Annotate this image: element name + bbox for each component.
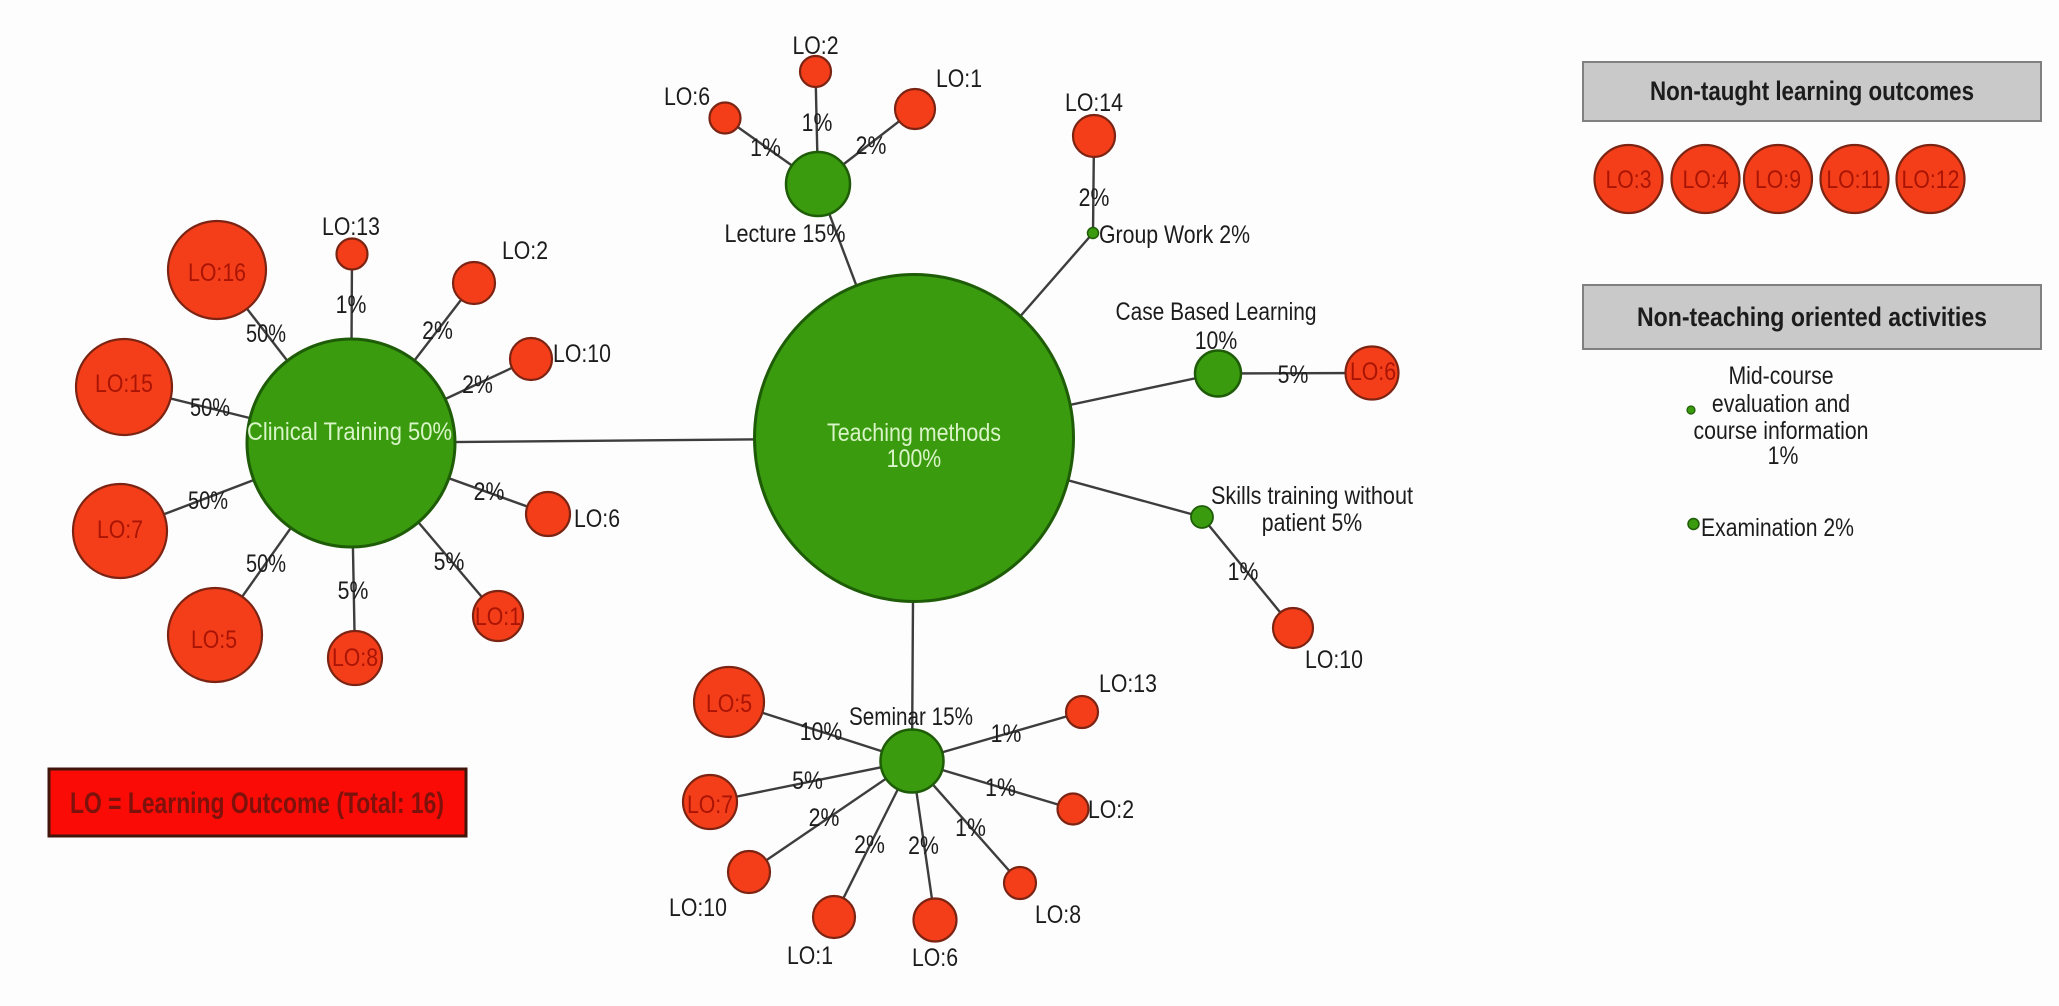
svg-text:Lecture 15%: Lecture 15% — [725, 220, 846, 248]
svg-text:LO:10: LO:10 — [553, 340, 611, 368]
svg-text:10%: 10% — [1195, 327, 1238, 355]
svg-text:LO:10: LO:10 — [669, 894, 727, 922]
svg-text:2%: 2% — [908, 832, 939, 860]
svg-text:5%: 5% — [1278, 361, 1309, 389]
svg-text:Seminar 15%: Seminar 15% — [849, 703, 973, 731]
svg-text:1%: 1% — [336, 291, 367, 319]
svg-text:1%: 1% — [1228, 558, 1259, 586]
svg-text:Examination 2%: Examination 2% — [1701, 514, 1854, 542]
svg-text:2%: 2% — [809, 804, 840, 832]
svg-text:LO:11: LO:11 — [1826, 166, 1882, 194]
svg-text:LO:3: LO:3 — [1605, 166, 1651, 194]
svg-text:patient 5%: patient 5% — [1262, 509, 1362, 537]
svg-text:LO:16: LO:16 — [188, 259, 246, 287]
svg-text:1%: 1% — [985, 774, 1016, 802]
svg-text:LO:13: LO:13 — [1099, 670, 1157, 698]
svg-text:1%: 1% — [802, 109, 833, 137]
svg-text:LO:7: LO:7 — [687, 791, 733, 819]
svg-text:Teaching methods: Teaching methods — [827, 419, 1001, 447]
svg-text:Non-teaching oriented activiti: Non-teaching oriented activities — [1637, 302, 1987, 332]
svg-text:50%: 50% — [246, 550, 286, 578]
svg-text:Group Work 2%: Group Work 2% — [1099, 221, 1250, 249]
svg-text:Skills training without: Skills training without — [1211, 482, 1413, 510]
svg-text:LO:6: LO:6 — [574, 505, 620, 533]
svg-text:LO:9: LO:9 — [1755, 166, 1801, 194]
svg-text:LO:5: LO:5 — [706, 690, 752, 718]
svg-text:LO:2: LO:2 — [792, 32, 838, 60]
svg-text:LO:10: LO:10 — [1305, 646, 1363, 674]
svg-text:Clinical Training 50%: Clinical Training 50% — [247, 418, 452, 446]
svg-text:2%: 2% — [856, 132, 887, 160]
svg-text:Mid-course: Mid-course — [1728, 362, 1833, 390]
svg-text:LO:1: LO:1 — [936, 65, 982, 93]
svg-text:1%: 1% — [991, 720, 1022, 748]
svg-text:LO:8: LO:8 — [1035, 901, 1081, 929]
svg-text:LO:2: LO:2 — [1088, 796, 1134, 824]
svg-text:5%: 5% — [792, 767, 823, 795]
svg-text:1%: 1% — [1768, 442, 1799, 470]
svg-text:LO:14: LO:14 — [1065, 89, 1123, 117]
svg-text:2%: 2% — [854, 831, 885, 859]
svg-text:50%: 50% — [190, 394, 230, 422]
svg-text:Case Based Learning: Case Based Learning — [1116, 298, 1317, 326]
svg-text:50%: 50% — [246, 320, 286, 348]
svg-text:LO:1: LO:1 — [787, 942, 833, 970]
svg-text:LO:4: LO:4 — [1682, 166, 1728, 194]
svg-text:LO:6: LO:6 — [912, 944, 958, 972]
svg-text:100%: 100% — [887, 445, 941, 473]
svg-text:LO:7: LO:7 — [97, 516, 143, 544]
svg-text:2%: 2% — [462, 371, 493, 399]
svg-text:1%: 1% — [955, 814, 986, 842]
svg-text:LO:2: LO:2 — [502, 237, 548, 265]
svg-text:Non-taught learning outcomes: Non-taught learning outcomes — [1650, 76, 1974, 106]
svg-text:5%: 5% — [434, 548, 465, 576]
svg-text:1%: 1% — [750, 134, 781, 162]
svg-text:2%: 2% — [422, 317, 453, 345]
svg-text:LO:8: LO:8 — [332, 644, 378, 672]
svg-text:LO:6: LO:6 — [1350, 358, 1396, 386]
svg-text:LO = Learning Outcome (Total:: LO = Learning Outcome (Total: 16) — [70, 787, 444, 820]
svg-text:LO:12: LO:12 — [1902, 166, 1960, 194]
svg-text:LO:15: LO:15 — [95, 370, 153, 398]
svg-text:10%: 10% — [800, 718, 843, 746]
svg-text:evaluation and: evaluation and — [1712, 390, 1850, 418]
svg-text:50%: 50% — [188, 487, 228, 515]
svg-text:LO:5: LO:5 — [191, 626, 237, 654]
svg-text:LO:1: LO:1 — [475, 603, 521, 631]
svg-text:course information: course information — [1694, 417, 1869, 445]
svg-text:2%: 2% — [474, 478, 505, 506]
svg-text:LO:13: LO:13 — [322, 213, 380, 241]
svg-text:5%: 5% — [338, 577, 369, 605]
svg-text:2%: 2% — [1079, 184, 1110, 212]
svg-text:LO:6: LO:6 — [664, 83, 710, 111]
